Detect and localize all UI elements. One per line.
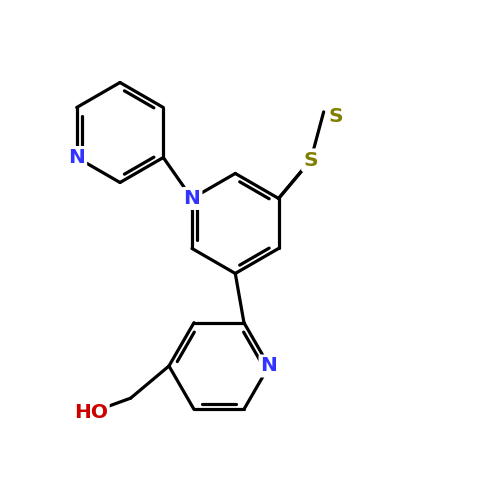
Text: S: S xyxy=(304,150,318,170)
Text: N: N xyxy=(260,356,278,376)
Text: HO: HO xyxy=(74,403,108,422)
Text: S: S xyxy=(328,108,343,126)
Text: S: S xyxy=(304,150,318,170)
Text: N: N xyxy=(184,189,200,208)
Text: N: N xyxy=(68,148,85,167)
